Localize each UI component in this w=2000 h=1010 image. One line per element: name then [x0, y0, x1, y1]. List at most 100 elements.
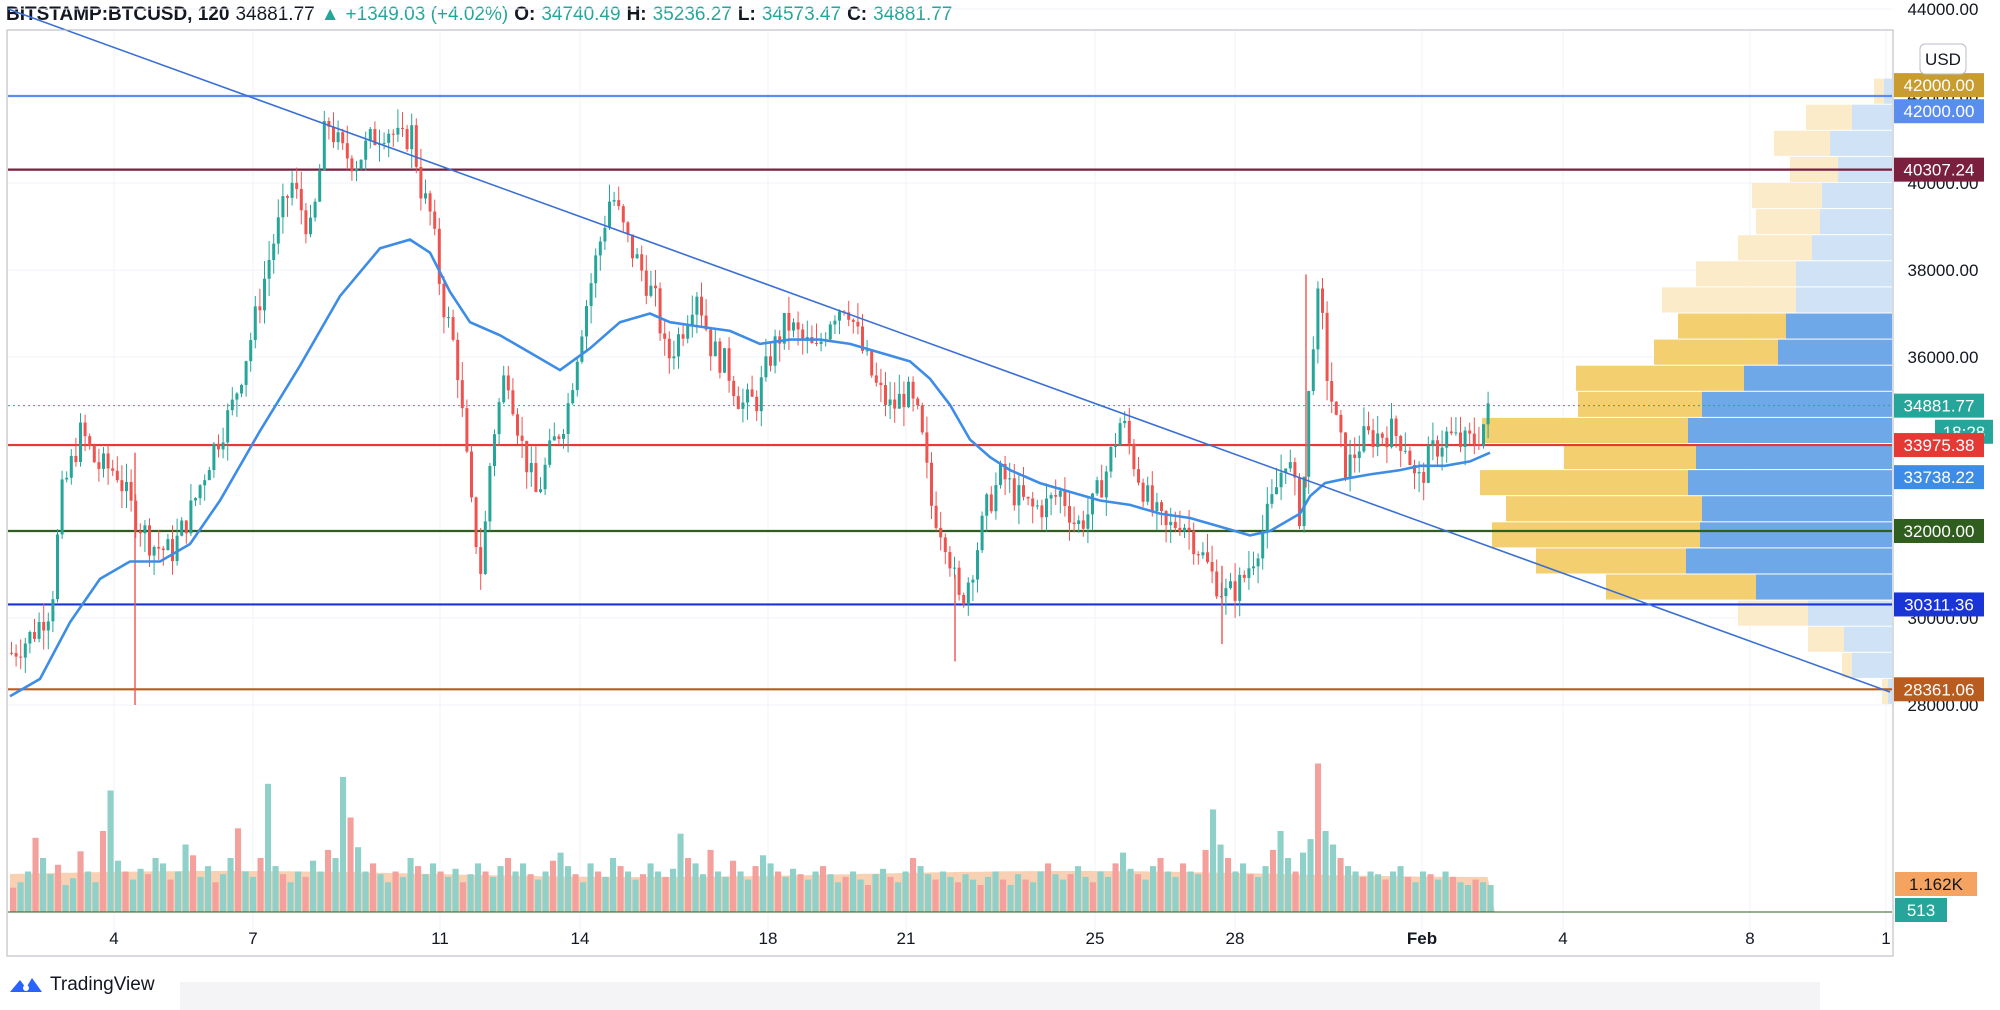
volume-bar — [490, 876, 497, 912]
candle-body — [888, 399, 892, 405]
currency-button[interactable]: USD — [1919, 43, 1967, 75]
volume-bar — [685, 858, 692, 912]
candle-body — [83, 422, 87, 437]
volume-bar — [1097, 871, 1104, 912]
volume-bar — [1405, 876, 1412, 912]
candle-body — [180, 520, 184, 536]
candle-body — [1348, 454, 1352, 478]
profile-bar-buy — [1696, 261, 1796, 287]
volume-bar — [317, 871, 324, 912]
volume-bar — [175, 871, 182, 912]
candle-body — [1468, 430, 1472, 434]
profile-bar-sell — [1822, 183, 1892, 209]
candle-body — [1325, 312, 1329, 381]
candle-body — [355, 168, 358, 172]
volume-bar — [580, 882, 587, 912]
candle-body — [1017, 485, 1021, 506]
candle-body — [723, 348, 726, 373]
volume-bar — [872, 874, 879, 912]
candle-body — [525, 440, 529, 473]
volume-bar — [880, 868, 887, 912]
candle-body — [769, 356, 772, 366]
volume-bar — [220, 874, 227, 912]
candle-body — [644, 270, 648, 296]
volume-bar — [985, 876, 992, 912]
volume-bar — [677, 833, 684, 912]
candle-body — [589, 283, 593, 307]
bottom-shadow — [180, 982, 1820, 1010]
candle-body — [562, 434, 565, 439]
y-tick-label: 44000.00 — [1908, 0, 1979, 19]
candle-body — [520, 435, 524, 441]
currency-button-label[interactable]: USD — [1925, 50, 1961, 69]
candle-body — [1242, 574, 1246, 578]
candle-body — [309, 217, 312, 235]
candle-body — [359, 159, 363, 169]
candle-body — [516, 414, 519, 436]
volume-bar — [1420, 871, 1427, 912]
candle-body — [529, 463, 533, 473]
candle-body — [1146, 485, 1150, 502]
volume-bar — [205, 866, 212, 912]
x-tick-label: 7 — [248, 929, 257, 948]
candle-body — [171, 539, 174, 562]
candle-body — [870, 350, 874, 376]
candle-body — [267, 259, 271, 279]
volume-bar — [70, 878, 77, 913]
price-tag-label: 1.162K — [1909, 875, 1964, 894]
price-tag-bg — [1895, 898, 1947, 922]
profile-bar-sell — [1702, 496, 1892, 522]
x-tick-label: 21 — [897, 929, 916, 948]
candle-body — [341, 132, 345, 144]
volume-bar — [610, 858, 617, 912]
brand-logo[interactable]: TradingView — [8, 974, 155, 996]
currency-button-box[interactable] — [1919, 43, 1967, 75]
candle-body — [125, 481, 128, 492]
candle-body — [580, 336, 584, 362]
profile-bar-sell — [1688, 470, 1892, 496]
candle-body — [805, 337, 809, 339]
candle-body — [543, 464, 547, 490]
candle-body — [663, 333, 667, 339]
time-axis[interactable]: 4 7 11 14 18 21 25 28 Feb 4 8 1 — [109, 929, 1890, 948]
volume-bar — [1375, 874, 1382, 912]
candle-body — [230, 399, 234, 411]
volume-bar — [835, 882, 842, 912]
volume-bar — [535, 879, 542, 912]
candle-body — [33, 631, 36, 639]
candle-body — [1040, 505, 1044, 518]
candle-body — [925, 432, 929, 463]
candle-body — [1063, 490, 1067, 507]
candle-body — [746, 389, 749, 403]
volume-bar — [392, 871, 399, 912]
volume-bar — [820, 866, 827, 912]
volume-bar — [325, 849, 332, 912]
volume-bar — [970, 879, 977, 912]
candle-body — [575, 361, 579, 391]
volume-bar — [722, 876, 729, 912]
candle-body — [51, 599, 55, 622]
candle-body — [713, 341, 717, 357]
volume-bar — [92, 882, 99, 912]
volume-bar — [310, 860, 317, 912]
volume-bar — [550, 860, 557, 912]
volume-bar — [617, 866, 624, 912]
volume-bar — [1037, 871, 1044, 912]
candle-body — [856, 321, 860, 327]
profile-bar-sell — [1852, 104, 1892, 130]
candle-body — [387, 133, 391, 143]
price-tag: 42000.00 — [1894, 73, 1984, 98]
candle-body — [318, 170, 322, 202]
candle-body — [1330, 380, 1334, 402]
volume-bar — [430, 863, 437, 912]
profile-bar-buy — [1808, 626, 1844, 652]
candle-body — [1054, 495, 1058, 497]
candle-body — [920, 405, 924, 433]
profile-bar-sell — [1688, 417, 1892, 443]
candle-body — [1390, 418, 1393, 448]
volume-bar — [1030, 882, 1037, 912]
volume-bar — [265, 783, 272, 913]
candle-body — [1210, 562, 1214, 572]
candle-body — [621, 206, 625, 223]
